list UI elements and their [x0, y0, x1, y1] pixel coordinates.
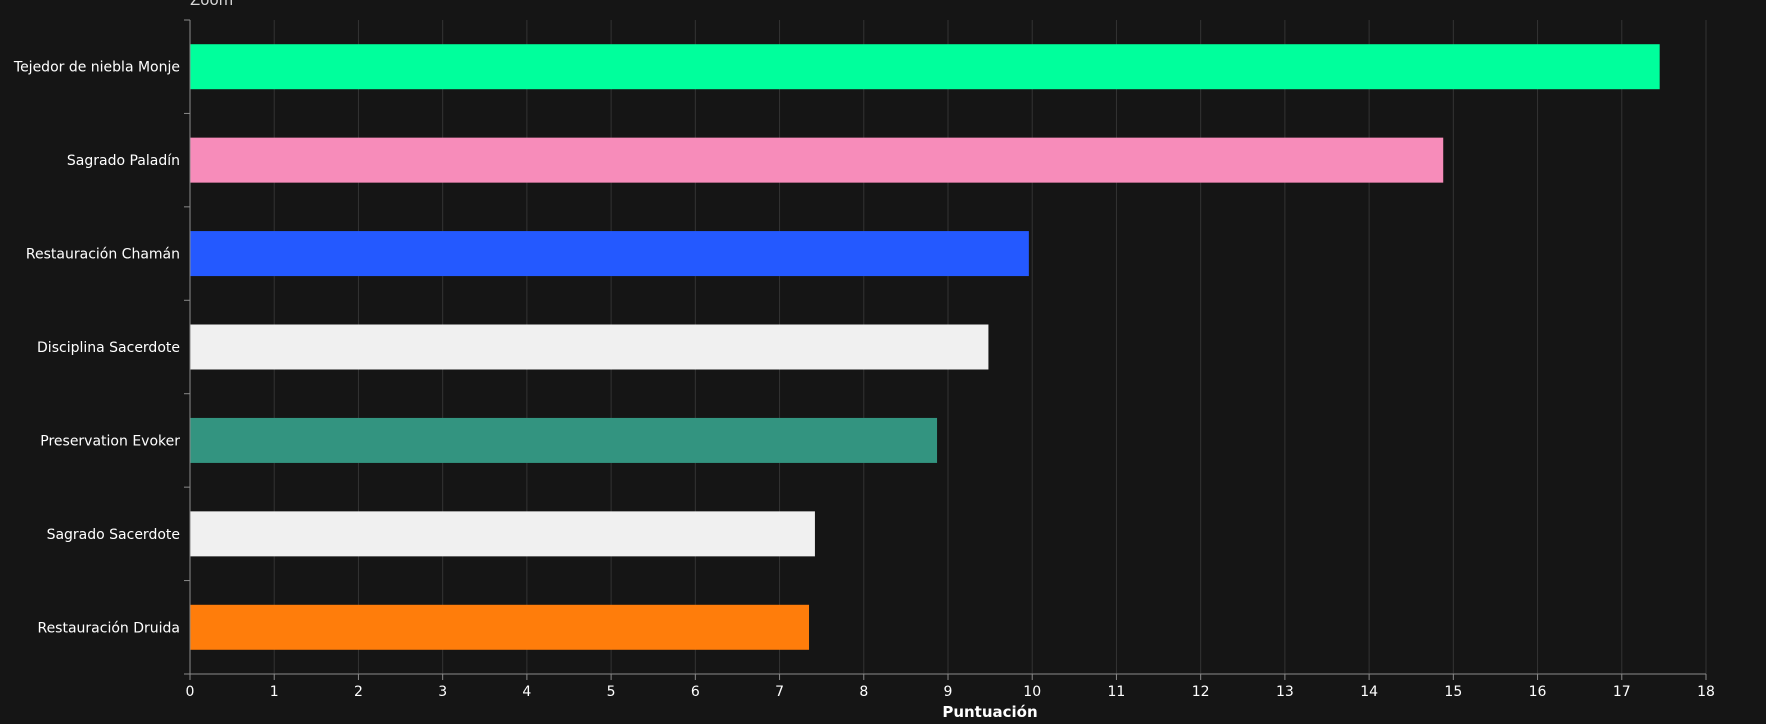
x-tick-label: 11 — [1108, 684, 1126, 700]
x-tick-label: 7 — [775, 684, 784, 700]
x-tick-label: 5 — [607, 684, 616, 700]
x-tick-label: 3 — [438, 684, 447, 700]
category-label: Restauración Chamán — [26, 247, 180, 263]
x-tick-label: 16 — [1529, 684, 1547, 700]
grid-lines — [273, 20, 1707, 674]
bar[interactable] — [190, 604, 810, 650]
x-tick-label: 8 — [859, 684, 868, 700]
bars — [190, 44, 1660, 650]
category-labels: Tejedor de niebla Monje Sagrado Paladín Re… — [13, 60, 180, 637]
bar[interactable] — [190, 417, 938, 463]
x-tick-label: 12 — [1192, 684, 1210, 700]
bar[interactable] — [190, 511, 815, 557]
category-label: Disciplina Sacerdote — [37, 340, 180, 356]
zoom-button[interactable]: Zoom — [190, 0, 234, 9]
x-tick-label: 14 — [1360, 684, 1378, 700]
bar[interactable] — [190, 137, 1444, 183]
bar[interactable] — [190, 324, 989, 370]
x-tick-label: 2 — [354, 684, 363, 700]
category-label: Preservation Evoker — [40, 433, 180, 449]
x-tick-label: 6 — [691, 684, 700, 700]
category-label: Tejedor de niebla Monje — [13, 60, 180, 76]
x-tick-label: 10 — [1023, 684, 1041, 700]
x-tick-label: 13 — [1276, 684, 1294, 700]
x-tick-label: 4 — [522, 684, 531, 700]
x-tick-label: 15 — [1444, 684, 1462, 700]
x-axis-title: Puntuación — [942, 703, 1037, 721]
bar[interactable] — [190, 231, 1029, 277]
category-label: Restauración Druida — [37, 620, 180, 636]
axes: 0 1 2 3 4 5 6 7 8 9 10 11 12 13 14 15 16 17 18 — [184, 19, 1715, 700]
x-tick-label: 18 — [1697, 684, 1715, 700]
x-tick-label: 0 — [186, 684, 195, 700]
x-tick-label: 17 — [1613, 684, 1631, 700]
x-tick-label: 1 — [270, 684, 279, 700]
category-label: Sagrado Paladín — [67, 153, 180, 169]
x-tick-label: 9 — [944, 684, 953, 700]
category-label: Sagrado Sacerdote — [47, 527, 180, 543]
bar[interactable] — [190, 44, 1660, 90]
